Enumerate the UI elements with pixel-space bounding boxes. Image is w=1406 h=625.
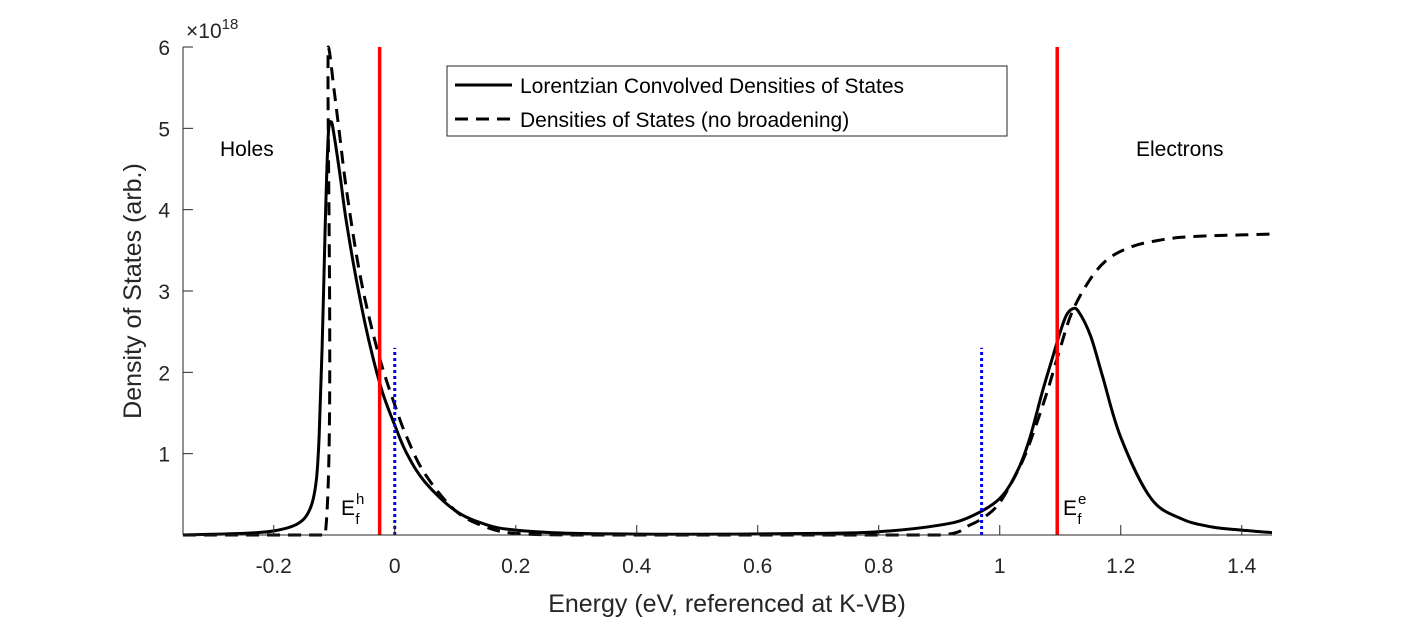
legend: Lorentzian Convolved Densities of States… — [446, 65, 1008, 137]
x-tick-label: 0.2 — [501, 555, 530, 578]
y-exponent-label: ×1018 — [186, 16, 238, 43]
legend-entry-convolved: Lorentzian Convolved Densities of States — [520, 75, 904, 98]
x-tick-label: 1.4 — [1227, 555, 1257, 578]
fermi-level-electrons-label: Ee f — [1063, 491, 1086, 528]
y-tick-label: 4 — [158, 200, 170, 223]
x-tick-label: 0.8 — [864, 555, 893, 578]
ticks: -0.2 0 0.2 0.4 0.6 0.8 1 1.2 1.4 1 2 3 4 5 6 — [158, 37, 1256, 578]
y-tick-label: 5 — [158, 118, 170, 141]
x-tick-label: 0.4 — [622, 555, 652, 578]
holes-annotation: Holes — [220, 138, 274, 161]
y-tick-label: 3 — [158, 281, 170, 304]
y-tick-label: 2 — [158, 362, 170, 385]
y-axis-label: Density of States (arb.) — [119, 163, 147, 419]
fermi-level-holes-label: Eh f — [341, 491, 364, 528]
y-exponent: 18 — [222, 16, 239, 33]
y-tick-label: 6 — [158, 37, 170, 60]
legend-entry-unbroadened: Densities of States (no broadening) — [520, 109, 849, 132]
x-tick-label: 0.6 — [743, 555, 772, 578]
legend-box — [446, 65, 1008, 137]
y-tick-label: 1 — [158, 444, 170, 467]
x-tick-label: 1.2 — [1106, 555, 1135, 578]
x-tick-label: 0 — [389, 555, 401, 578]
x-tick-label: 1 — [994, 555, 1006, 578]
x-axis-label: Energy (eV, referenced at K-VB) — [548, 590, 906, 618]
x-tick-label: -0.2 — [256, 555, 292, 578]
electrons-annotation: Electrons — [1136, 138, 1224, 161]
